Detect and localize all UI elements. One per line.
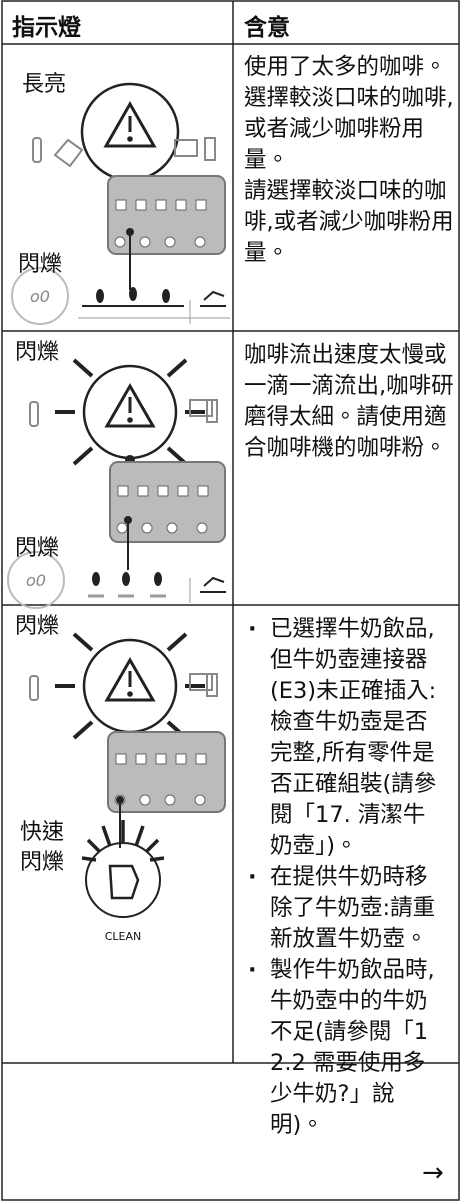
next-arrow: → [422, 1158, 444, 1188]
illustration-row3 [29, 632, 226, 918]
bullet-list: 已選擇牛奶飲品,但牛奶壺連接器(E3)未正確插入:檢查牛奶壺是否完整,所有零件是… [244, 614, 442, 1141]
illustration-row2: o0 [7, 358, 226, 609]
meaning-text: 使用了太多的咖啡。選擇較淡口味的咖啡,或者減少咖啡粉用量。 請選擇較淡口味的咖啡… [244, 52, 458, 269]
state-label: 閃爍 [15, 340, 60, 365]
illustration-row1: o0 [11, 82, 230, 325]
paragraph: 使用了太多的咖啡。選擇較淡口味的咖啡,或者減少咖啡粉用量。 [244, 54, 454, 173]
meaning-text: 咖啡流出速度太慢或一滴一滴流出,咖啡研磨得太細。請使用適合咖啡機的咖啡粉。 [244, 340, 458, 464]
svg-text:o0: o0 [30, 287, 50, 306]
paragraph: 咖啡流出速度太慢或一滴一滴流出,咖啡研磨得太細。請使用適合咖啡機的咖啡粉。 [244, 342, 454, 461]
meaning-list: 已選擇牛奶飲品,但牛奶壺連接器(E3)未正確插入:檢查牛奶壺是否完整,所有零件是… [244, 614, 442, 1141]
state-label: 閃爍 [15, 614, 60, 639]
bullet-item: 已選擇牛奶飲品,但牛奶壺連接器(E3)未正確插入:檢查牛奶壺是否完整,所有零件是… [248, 614, 442, 862]
bullet-item: 製作牛奶飲品時,牛奶壺中的牛奶不足(請參閱「12.2 需要使用多少牛奶?」說明)… [248, 955, 442, 1141]
header-meaning: 含意 [244, 15, 290, 41]
state-label: 長亮 [22, 72, 67, 97]
bullet-item: 在提供牛奶時移除了牛奶壺:請重新放置牛奶壺。 [248, 862, 442, 955]
state-label: 閃爍 [18, 252, 63, 277]
svg-text:o0: o0 [26, 571, 46, 590]
header-indicator: 指示燈 [12, 15, 81, 41]
icon-label: CLEAN [104, 930, 142, 943]
state-label: 閃爍 [20, 850, 65, 875]
state-label: 閃爍 [15, 536, 60, 561]
state-label: 快速 [20, 820, 65, 845]
paragraph: 請選擇較淡口味的咖啡,或者減少咖啡粉用量。 [244, 178, 454, 266]
